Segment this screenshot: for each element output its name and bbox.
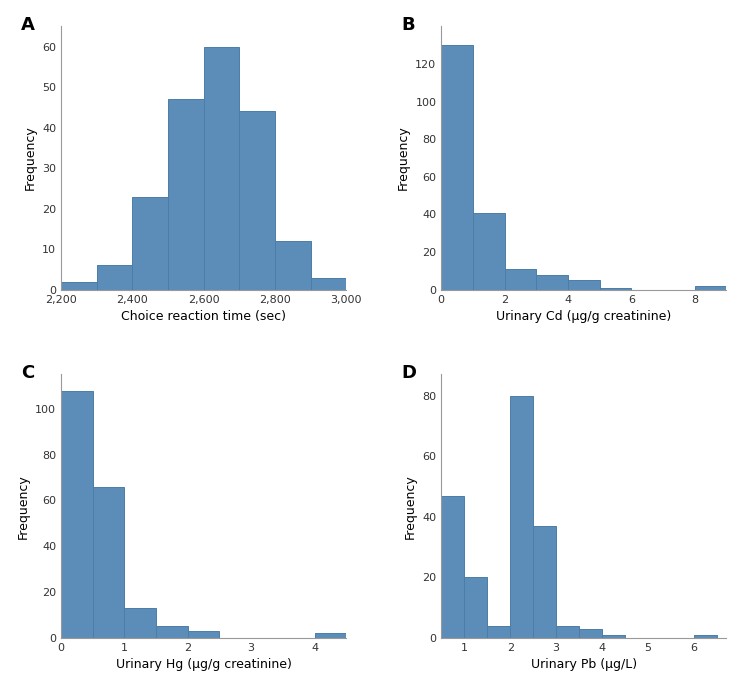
Bar <box>533 526 557 638</box>
Bar <box>441 45 473 290</box>
Bar <box>694 635 717 638</box>
Y-axis label: Frequency: Frequency <box>16 474 30 539</box>
Y-axis label: Frequency: Frequency <box>24 126 36 191</box>
Bar <box>510 396 533 638</box>
X-axis label: Urinary Cd (µg/g creatinine): Urinary Cd (µg/g creatinine) <box>496 310 672 323</box>
Bar <box>124 608 156 638</box>
Bar <box>600 288 632 290</box>
Bar <box>536 275 568 290</box>
X-axis label: Urinary Hg (µg/g creatinine): Urinary Hg (µg/g creatinine) <box>116 658 291 671</box>
Bar <box>568 280 600 290</box>
Bar <box>311 277 346 290</box>
Bar <box>602 635 625 638</box>
Bar <box>204 47 239 290</box>
Bar <box>93 486 124 638</box>
Bar <box>695 286 727 290</box>
Text: C: C <box>21 364 34 382</box>
Bar <box>314 634 346 638</box>
Bar <box>61 281 97 290</box>
Y-axis label: Frequency: Frequency <box>397 126 409 191</box>
X-axis label: Urinary Pb (µg/L): Urinary Pb (µg/L) <box>531 658 637 671</box>
Text: A: A <box>21 16 35 34</box>
Bar <box>168 99 204 290</box>
Text: D: D <box>401 364 416 382</box>
Y-axis label: Frequency: Frequency <box>403 474 417 539</box>
Bar <box>132 197 168 290</box>
Bar <box>97 266 132 290</box>
Bar <box>473 213 504 290</box>
Bar <box>61 391 93 638</box>
Bar <box>239 111 275 290</box>
Bar <box>557 626 580 638</box>
Bar <box>464 577 487 638</box>
Bar <box>275 241 311 290</box>
Bar <box>504 269 536 290</box>
Bar <box>188 631 219 638</box>
Text: B: B <box>401 16 415 34</box>
Bar <box>487 626 510 638</box>
Bar <box>580 629 602 638</box>
Bar <box>156 627 188 638</box>
X-axis label: Choice reaction time (sec): Choice reaction time (sec) <box>121 310 286 323</box>
Bar <box>441 495 464 638</box>
